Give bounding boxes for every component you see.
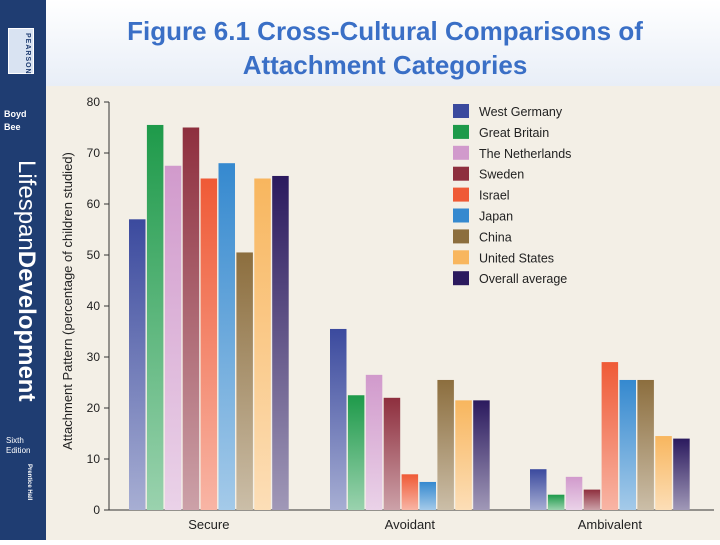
edition-label: Sixth Edition bbox=[6, 436, 44, 456]
legend-swatch bbox=[453, 250, 469, 265]
bar-chart: Attachment Pattern (percentage of childr… bbox=[60, 95, 714, 532]
legend-swatch bbox=[453, 187, 469, 202]
legend-label: Japan bbox=[479, 210, 513, 224]
bar-secure-united-states bbox=[254, 178, 271, 510]
legend-label: Sweden bbox=[479, 168, 524, 182]
y-tick-label: 20 bbox=[87, 401, 101, 415]
sidebar: PEARSON Boyd Bee LifespanDevelopment Six… bbox=[0, 0, 46, 540]
chart-panel: Attachment Pattern (percentage of childr… bbox=[46, 86, 720, 540]
bar-secure-overall-average bbox=[272, 175, 289, 510]
bar-ambivalent-china bbox=[637, 379, 654, 510]
publisher-logo: PEARSON bbox=[8, 28, 34, 75]
book-title-lifespan: Lifespan bbox=[13, 160, 40, 251]
x-category-label: Secure bbox=[188, 517, 229, 532]
bar-secure-japan bbox=[218, 163, 235, 510]
bar-avoidant-the-netherlands bbox=[365, 374, 383, 510]
y-tick-label: 60 bbox=[87, 197, 101, 211]
legend-label: West Germany bbox=[479, 105, 563, 119]
legend-label: Great Britain bbox=[479, 126, 549, 140]
bar-avoidant-israel bbox=[401, 474, 419, 510]
bar-avoidant-japan bbox=[419, 481, 436, 510]
x-category-label: Avoidant bbox=[385, 517, 436, 532]
bar-avoidant-sweden bbox=[383, 397, 401, 510]
bar-ambivalent-overall-average bbox=[673, 438, 690, 510]
bar-ambivalent-japan bbox=[619, 379, 636, 510]
legend-label: China bbox=[479, 230, 512, 244]
x-category-label: Ambivalent bbox=[578, 517, 643, 532]
book-title: LifespanDevelopment bbox=[6, 160, 40, 420]
bar-secure-the-netherlands bbox=[164, 165, 182, 510]
author-names: Boyd Bee bbox=[4, 108, 44, 134]
bar-secure-sweden bbox=[182, 127, 200, 510]
bar-ambivalent-west-germany bbox=[530, 469, 547, 510]
y-tick-label: 50 bbox=[87, 248, 101, 262]
edition-number: Sixth bbox=[6, 436, 24, 445]
bar-ambivalent-sweden bbox=[583, 489, 601, 510]
bar-secure-israel bbox=[200, 178, 218, 510]
legend-swatch bbox=[453, 145, 469, 160]
bar-avoidant-west-germany bbox=[330, 328, 347, 510]
bar-avoidant-great-britain bbox=[347, 395, 365, 510]
bar-avoidant-overall-average bbox=[473, 400, 490, 510]
page-title: Figure 6.1 Cross-Cultural Comparisons of… bbox=[60, 14, 710, 82]
title-band bbox=[46, 0, 720, 86]
legend-swatch bbox=[453, 208, 469, 223]
legend-swatch bbox=[453, 104, 469, 118]
legend-swatch bbox=[453, 229, 469, 244]
y-tick-label: 70 bbox=[87, 146, 101, 160]
imprint-label: Prentice Hall bbox=[26, 464, 32, 501]
bar-avoidant-united-states bbox=[455, 400, 472, 510]
publisher-name: PEARSON bbox=[24, 33, 31, 75]
legend-label: Overall average bbox=[479, 272, 567, 286]
legend-swatch bbox=[453, 271, 469, 286]
author-first: Boyd bbox=[4, 109, 27, 119]
page-title-line1: Figure 6.1 Cross-Cultural Comparisons of bbox=[127, 16, 643, 46]
y-tick-label: 0 bbox=[93, 503, 100, 517]
y-tick-label: 10 bbox=[87, 452, 101, 466]
book-title-development: Development bbox=[13, 250, 40, 402]
bar-ambivalent-israel bbox=[601, 362, 619, 510]
legend-label: United States bbox=[479, 251, 554, 265]
y-axis-label: Attachment Pattern (percentage of childr… bbox=[60, 152, 75, 450]
page-title-line2: Attachment Categories bbox=[242, 50, 528, 80]
y-tick-label: 30 bbox=[87, 350, 101, 364]
legend-label: Israel bbox=[479, 189, 510, 203]
bar-secure-china bbox=[236, 252, 253, 510]
bar-ambivalent-great-britain bbox=[547, 494, 565, 510]
legend-label: The Netherlands bbox=[479, 147, 571, 161]
bar-ambivalent-united-states bbox=[655, 436, 672, 510]
bar-secure-great-britain bbox=[146, 124, 164, 510]
y-tick-label: 80 bbox=[87, 95, 101, 109]
author-second: Bee bbox=[4, 122, 21, 132]
bar-ambivalent-the-netherlands bbox=[565, 476, 583, 510]
bar-secure-west-germany bbox=[129, 219, 146, 511]
edition-word: Edition bbox=[6, 446, 31, 455]
legend-swatch bbox=[453, 124, 469, 139]
y-tick-label: 40 bbox=[87, 299, 101, 313]
bar-avoidant-china bbox=[437, 379, 454, 510]
legend-swatch bbox=[453, 166, 469, 181]
